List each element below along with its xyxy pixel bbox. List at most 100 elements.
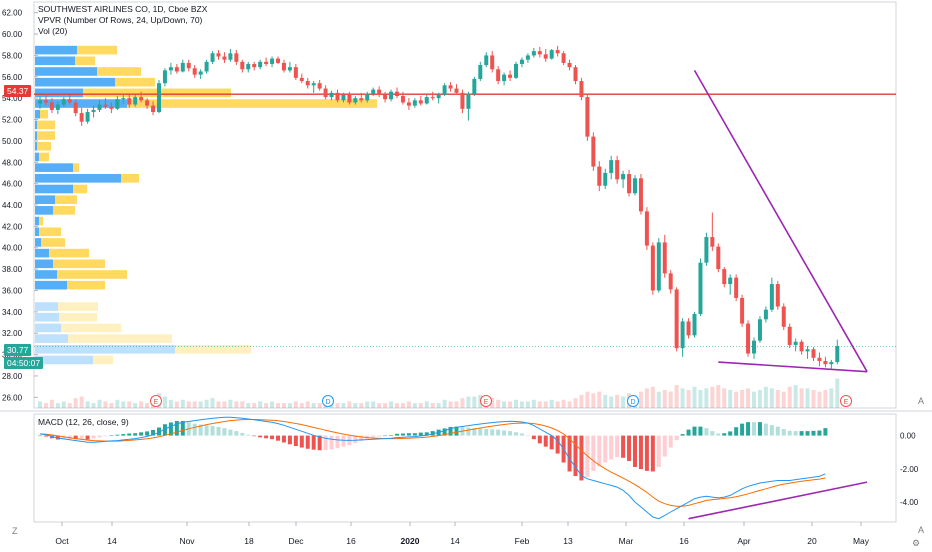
candle-body[interactable] (519, 59, 524, 64)
candle-body[interactable] (103, 104, 108, 107)
candle-body[interactable] (567, 62, 572, 68)
candle-body[interactable] (710, 237, 715, 247)
macd-trendline[interactable] (688, 481, 868, 520)
candle-body[interactable] (162, 70, 167, 84)
candle-body[interactable] (305, 81, 310, 86)
candle-body[interactable] (454, 88, 459, 93)
candle-body[interactable] (186, 62, 191, 69)
candle-body[interactable] (341, 94, 346, 101)
candle-body[interactable] (234, 53, 239, 62)
candle-body[interactable] (204, 61, 209, 72)
candle-body[interactable] (531, 51, 536, 56)
vol-legend[interactable]: Vol (20) (38, 26, 68, 36)
candle-body[interactable] (674, 289, 679, 349)
candle-body[interactable] (383, 94, 388, 100)
candle-body[interactable] (627, 174, 632, 194)
candle-body[interactable] (151, 105, 156, 113)
candle-body[interactable] (746, 323, 751, 354)
symbol-title[interactable]: SOUTHWEST AIRLINES CO, 1D, Cboe BZX (38, 4, 208, 14)
candle-body[interactable] (293, 67, 298, 78)
candle-body[interactable] (442, 85, 447, 95)
settings-gear-icon[interactable]: ⚙ (912, 538, 921, 548)
candle-body[interactable] (686, 321, 691, 336)
candle-body[interactable] (139, 97, 144, 101)
candle-body[interactable] (662, 242, 667, 274)
candle-body[interactable] (805, 349, 810, 352)
candle-body[interactable] (829, 362, 834, 365)
candle-body[interactable] (412, 100, 417, 106)
candle-body[interactable] (270, 58, 275, 64)
candle-body[interactable] (722, 269, 727, 285)
candle-body[interactable] (650, 245, 655, 291)
candle-body[interactable] (752, 340, 756, 354)
candle-body[interactable] (389, 91, 394, 100)
candle-body[interactable] (472, 78, 477, 94)
candle-body[interactable] (787, 326, 792, 345)
candle-body[interactable] (561, 53, 566, 63)
candle-body[interactable] (180, 62, 185, 72)
candle-body[interactable] (597, 166, 602, 186)
candle-body[interactable] (757, 319, 762, 341)
candle-body[interactable] (395, 91, 399, 97)
candle-body[interactable] (43, 100, 48, 103)
candle-body[interactable] (799, 341, 804, 352)
candle-body[interactable] (537, 51, 542, 55)
macd-pane[interactable] (33, 413, 897, 523)
candle-body[interactable] (811, 349, 816, 358)
candle-body[interactable] (514, 63, 518, 78)
candle-body[interactable] (484, 55, 489, 66)
event-marker-icon[interactable] (150, 395, 162, 407)
candle-body[interactable] (38, 100, 42, 104)
candle-body[interactable] (347, 94, 352, 103)
candle-body[interactable] (258, 61, 263, 68)
candle-body[interactable] (276, 58, 280, 63)
candle-body[interactable] (222, 56, 227, 60)
candle-body[interactable] (478, 65, 483, 79)
vpvr-legend[interactable]: VPVR (Number Of Rows, 24, Up/Down, 70) (38, 15, 203, 25)
candle-body[interactable] (311, 83, 316, 86)
candle-body[interactable] (490, 55, 495, 70)
candle-body[interactable] (299, 77, 304, 82)
candle-body[interactable] (377, 89, 382, 95)
trendline[interactable] (693, 69, 868, 373)
trendline[interactable] (718, 361, 868, 373)
candle-body[interactable] (496, 69, 501, 82)
candle-body[interactable] (127, 98, 132, 105)
candle-body[interactable] (418, 100, 423, 104)
candle-body[interactable] (281, 62, 286, 71)
macd-legend[interactable]: MACD (12, 26, close, 9) (38, 417, 129, 427)
candle-body[interactable] (716, 246, 721, 270)
candle-body[interactable] (817, 357, 822, 361)
candle-body[interactable] (543, 54, 548, 59)
candle-body[interactable] (365, 93, 370, 101)
candle-body[interactable] (97, 104, 102, 110)
candle-body[interactable] (133, 97, 138, 105)
candle-body[interactable] (246, 63, 251, 70)
candle-body[interactable] (615, 160, 620, 180)
candle-body[interactable] (174, 67, 179, 72)
candle-body[interactable] (704, 237, 709, 263)
candle-body[interactable] (73, 102, 78, 114)
candle-body[interactable] (430, 97, 435, 99)
event-marker-icon[interactable] (840, 395, 852, 407)
candle-body[interactable] (198, 71, 203, 75)
candle-body[interactable] (79, 113, 84, 122)
candle-body[interactable] (549, 50, 554, 59)
candle-body[interactable] (448, 85, 453, 89)
candle-body[interactable] (240, 61, 245, 70)
candle-body[interactable] (115, 99, 120, 109)
candle-body[interactable] (67, 99, 72, 103)
candle-body[interactable] (228, 53, 233, 60)
candle-body[interactable] (585, 97, 590, 137)
candle-body[interactable] (763, 309, 768, 320)
candle-body[interactable] (525, 55, 530, 60)
candle-body[interactable] (555, 50, 560, 54)
candle-body[interactable] (603, 172, 608, 186)
candle-body[interactable] (210, 53, 215, 62)
candle-body[interactable] (591, 136, 596, 167)
candle-body[interactable] (793, 341, 798, 345)
candle-body[interactable] (406, 102, 411, 106)
candle-body[interactable] (579, 81, 584, 98)
candle-body[interactable] (781, 306, 786, 327)
